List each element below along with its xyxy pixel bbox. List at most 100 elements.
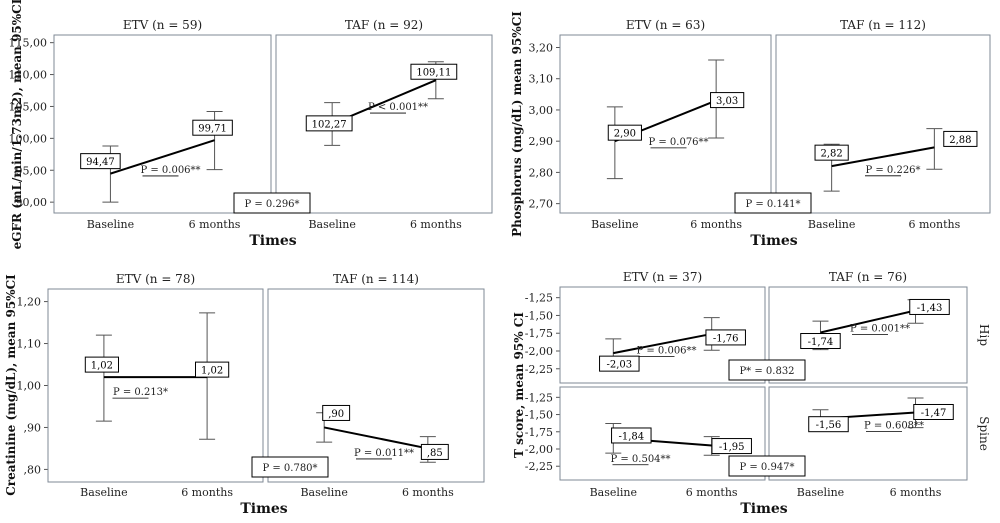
phos-taf-value-label-0: 2,82 (821, 149, 843, 160)
phos-between-p-box (734, 192, 812, 214)
egfr-ytick-2: 105,00 (9, 100, 48, 113)
phos-etv-p-label: P = 0.076** (648, 137, 708, 148)
phos-ytick-4: 2,80 (529, 166, 554, 179)
creat-ylabel: Creatinine (mg/dL), mean 95%CI (4, 274, 18, 496)
phos-ytick-1: 3,10 (529, 73, 554, 86)
creat-etv-title: ETV (n = 78) (116, 272, 195, 286)
phos-taf-title: TAF (n = 112) (840, 18, 926, 32)
creat-xlabel: Times (240, 501, 287, 517)
creat-etv-value-label-0: 1,02 (91, 361, 113, 372)
tscore-hip-etv-mean-line (613, 332, 712, 355)
phos-etv-frame (559, 34, 772, 214)
egfr-etv-value-label-1-box (192, 119, 233, 136)
creat-etv-xtick-0: Baseline (80, 486, 127, 499)
tscore-spine-etv-xtick-1: 6 months (686, 486, 738, 499)
tscore-spine-ytick-4: -2,25 (525, 460, 553, 473)
egfr-taf-xtick-0: Baseline (308, 218, 355, 231)
phos-etv-value-label-0-box (607, 124, 642, 141)
egfr-ylabel: eGFR (mL/min/1.73m2), mean 95%CI (10, 0, 24, 249)
phos-etv-value-label-1-box (710, 92, 745, 109)
egfr-taf-p-label: P < 0.001** (368, 102, 428, 113)
tscore-hip-taf-title: TAF (n = 76) (829, 270, 907, 284)
tscore-hip-taf-value-label-1-box (909, 298, 950, 315)
creat-taf-title: TAF (n = 114) (333, 272, 419, 286)
creat-etv-value-label-0-box (84, 356, 120, 373)
creat-taf-value-label-0-box (322, 404, 351, 421)
tscore-hip-etv-value-label-0: -2,03 (606, 360, 632, 371)
tscore-hip-ytick-2: -1,75 (525, 327, 553, 340)
tscore-spine-etv-value-label-1-box (711, 438, 752, 455)
creat-etv-p-label: P = 0.213* (113, 387, 168, 398)
tscore-hip-ytick-4: -2,25 (525, 363, 553, 376)
tscore-spine-etv-xtick-0: Baseline (590, 486, 637, 499)
tscore-hip-etv-p-label: P = 0.006** (636, 346, 696, 357)
tscore-spine-ytick-0: -1,25 (525, 391, 553, 404)
phos-taf-value-label-1: 2,88 (949, 135, 971, 146)
phos-etv-value-label-0: 2,90 (614, 129, 636, 140)
egfr-ytick-0: 115,00 (9, 37, 48, 50)
tscore-spine-ytick-2: -1,75 (525, 426, 553, 439)
phos-etv-title: ETV (n = 63) (626, 18, 705, 32)
phos-etv-xtick-1: 6 months (690, 218, 742, 231)
creat-between-p: P = 0.780* (262, 463, 317, 474)
egfr-taf-value-label-0: 102,27 (312, 119, 347, 130)
phos-ytick-3: 2,90 (529, 135, 554, 148)
egfr-between-p-box (233, 192, 311, 214)
tscore-xlabel: Times (740, 501, 787, 517)
egfr-etv-xtick-1: 6 months (189, 218, 241, 231)
tscore-spine-side-label: Spine (977, 416, 991, 451)
egfr-taf-value-label-0-box (305, 115, 353, 132)
egfr-etv-value-label-0: 94,47 (86, 157, 115, 168)
tscore-ylabel: T score, mean 95% CI (512, 312, 526, 458)
creat-taf-xtick-0: Baseline (300, 486, 347, 499)
egfr-taf-title: TAF (n = 92) (345, 18, 423, 32)
tscore-hip-taf-p-label: P = 0.001** (850, 323, 910, 334)
tscore-hip-ytick-1: -1,50 (525, 309, 553, 322)
tscore-hip-etv-title: ETV (n = 37) (623, 270, 702, 284)
phos-etv-xtick-0: Baseline (591, 218, 638, 231)
tscore-spine-taf-xtick-0: Baseline (797, 486, 844, 499)
phos-taf-xtick-0: Baseline (808, 218, 855, 231)
egfr-etv-value-label-0-box (80, 153, 121, 170)
tscore-spine-taf-xtick-1: 6 months (890, 486, 942, 499)
tscore-spine-taf-value-label-1-box (913, 403, 954, 420)
phos-between-p: P = 0.141* (745, 199, 800, 210)
tscore-spine-taf-value-label-0-box (808, 416, 849, 433)
egfr-etv-title: ETV (n = 59) (123, 18, 202, 32)
tscore-spine-between-p-box (728, 455, 806, 477)
egfr-taf-xtick-1: 6 months (410, 218, 462, 231)
tscore-hip-taf-value-label-0: -1,74 (808, 337, 834, 348)
creat-ytick-2: 1,00 (17, 380, 42, 393)
creat-taf-mean-line (323, 426, 429, 450)
egfr-taf-value-label-1-box (410, 63, 458, 80)
phos-taf-frame (775, 34, 991, 214)
tscore-hip-ytick-3: -2,00 (525, 345, 553, 358)
tscore-spine-etv-value-label-0: -1,84 (618, 431, 644, 442)
creat-between-p-box (251, 456, 329, 478)
tscore-spine-etv-value-label-1: -1,95 (719, 442, 745, 453)
phos-ytick-0: 3,20 (529, 41, 554, 54)
tscore-hip-between-p-box (728, 359, 806, 381)
egfr-etv-mean-line (110, 139, 215, 175)
creat-ytick-0: 1,20 (17, 296, 42, 309)
egfr-etv-xtick-0: Baseline (87, 218, 134, 231)
phos-taf-value-label-1-box (943, 130, 978, 147)
phos-taf-xtick-1: 6 months (908, 218, 960, 231)
phos-ytick-5: 2,70 (529, 198, 554, 211)
egfr-ytick-1: 110,00 (9, 69, 48, 82)
tscore-spine-ytick-3: -2,00 (525, 443, 553, 456)
creat-etv-frame (47, 288, 264, 483)
tscore-hip-taf-mean-line (820, 309, 916, 334)
phos-etv-value-label-1: 3,03 (716, 96, 738, 107)
egfr-ytick-5: 90,00 (16, 196, 48, 209)
tscore-hip-taf-value-label-0-box (800, 333, 841, 350)
egfr-etv-frame (53, 34, 272, 214)
egfr-between-p: P = 0.296* (244, 199, 299, 210)
creat-etv-xtick-1: 6 months (181, 486, 233, 499)
creat-taf-value-label-1-box (420, 443, 449, 460)
egfr-etv-p-label: P = 0.006** (140, 165, 200, 176)
creat-ytick-4: ,80 (24, 463, 42, 476)
tscore-spine-etv-p-label: P = 0.504** (610, 454, 670, 465)
creat-etv-value-label-1: 1,02 (201, 366, 223, 377)
